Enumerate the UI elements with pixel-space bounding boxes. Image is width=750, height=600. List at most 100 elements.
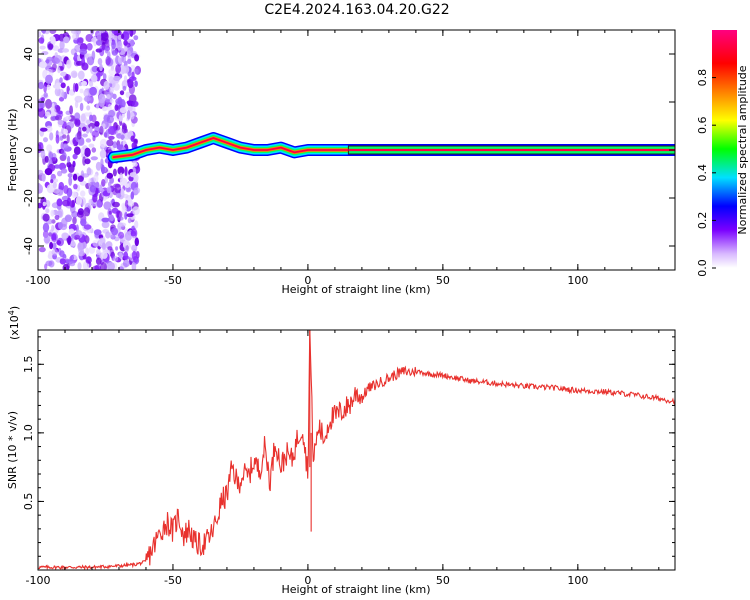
noise-speckle [132, 162, 138, 167]
noise-speckle [83, 224, 92, 230]
noise-speckle [73, 146, 81, 155]
noise-speckle [60, 82, 66, 89]
noise-speckle [38, 152, 42, 158]
noise-speckle [121, 205, 128, 213]
noise-speckle [106, 94, 111, 100]
noise-speckle [112, 168, 117, 177]
noise-speckle [122, 54, 126, 64]
noise-speckle [126, 213, 134, 218]
noise-speckle [93, 38, 97, 47]
noise-speckle [85, 53, 92, 58]
noise-speckle [48, 151, 54, 159]
noise-speckle [57, 66, 61, 74]
noise-speckle [118, 266, 124, 270]
noise-speckle [74, 100, 79, 109]
noise-speckle [42, 222, 50, 233]
noise-speckle [125, 183, 130, 188]
noise-speckle [38, 169, 44, 176]
figure-title: C2E4.2024.163.04.20.G22 [264, 2, 449, 18]
noise-speckle [72, 82, 77, 93]
noise-speckle [79, 88, 84, 94]
noise-speckle [44, 168, 53, 176]
noise-speckle [132, 206, 140, 216]
noise-speckle [90, 74, 98, 83]
noise-speckle [103, 201, 112, 210]
noise-speckle [130, 230, 137, 237]
colorbar-tick-label: 0.6 [696, 116, 709, 134]
noise-speckle [83, 207, 91, 217]
x-tick-label: -50 [164, 274, 182, 287]
noise-speckle [43, 92, 48, 98]
noise-speckle [123, 251, 129, 260]
noise-speckle [45, 260, 53, 267]
noise-speckle [63, 144, 69, 149]
noise-speckle [125, 91, 131, 99]
noise-speckle [96, 248, 101, 256]
noise-speckle [71, 210, 78, 218]
noise-speckle [58, 222, 63, 230]
noise-speckle [91, 147, 97, 153]
spectrogram-y-label: Frequency (Hz) [6, 109, 19, 192]
noise-speckle [99, 63, 103, 72]
noise-speckle [63, 185, 69, 194]
snr-series-line [38, 330, 675, 570]
noise-speckle [101, 242, 106, 250]
noise-speckle [43, 83, 47, 93]
noise-speckle [50, 36, 56, 46]
noise-speckle [38, 31, 42, 38]
noise-speckle [41, 97, 45, 103]
noise-speckle [69, 105, 73, 115]
y-tick-label: 1.0 [22, 424, 35, 442]
noise-speckle [80, 146, 85, 156]
noise-speckle [133, 35, 139, 41]
noise-speckle [89, 114, 93, 122]
snr-y-ticks: 0.5 1.0 1.5 [22, 336, 675, 557]
noise-speckle [124, 211, 128, 220]
noise-speckle [38, 184, 43, 194]
colorbar-tick-label: 0.8 [696, 69, 709, 87]
x-tick-label: -50 [164, 574, 182, 587]
noise-speckle [45, 59, 50, 64]
noise-speckle [102, 73, 107, 81]
noise-speckle [77, 262, 82, 270]
noise-speckle [93, 229, 102, 236]
noise-speckle [85, 138, 92, 143]
noise-speckle [89, 80, 94, 87]
noise-speckle [74, 118, 78, 125]
noise-speckle [100, 32, 109, 41]
x-tick-label: 100 [567, 274, 588, 287]
noise-speckle [67, 155, 71, 164]
noise-speckle [120, 188, 125, 196]
noise-speckle [65, 73, 69, 81]
noise-speckle [103, 80, 110, 90]
noise-speckle [127, 105, 133, 112]
noise-speckle [56, 240, 62, 246]
noise-speckle [82, 126, 87, 132]
noise-speckle [99, 138, 108, 148]
noise-speckle [52, 178, 59, 183]
noise-speckle [111, 40, 116, 50]
noise-speckle [70, 255, 74, 261]
noise-speckle [113, 82, 120, 91]
noise-speckle [82, 133, 88, 138]
noise-speckle [106, 139, 114, 147]
noise-speckle [109, 214, 115, 222]
noise-speckle [45, 208, 50, 214]
noise-speckle [123, 131, 132, 140]
noise-speckle [49, 30, 57, 34]
noise-speckle [69, 261, 76, 267]
noise-speckle [85, 247, 90, 256]
noise-speckle [92, 239, 101, 247]
noise-speckle [58, 181, 65, 191]
noise-speckle [90, 156, 99, 161]
x-tick-label: -100 [26, 574, 51, 587]
noise-speckle [104, 45, 109, 54]
noise-speckle [95, 39, 103, 46]
noise-speckle [109, 82, 113, 88]
noise-speckle [46, 84, 51, 91]
noise-speckle [62, 48, 70, 53]
noise-speckle [74, 52, 78, 59]
noise-speckle [74, 44, 82, 53]
noise-speckle [52, 57, 60, 65]
noise-speckle [112, 141, 118, 149]
